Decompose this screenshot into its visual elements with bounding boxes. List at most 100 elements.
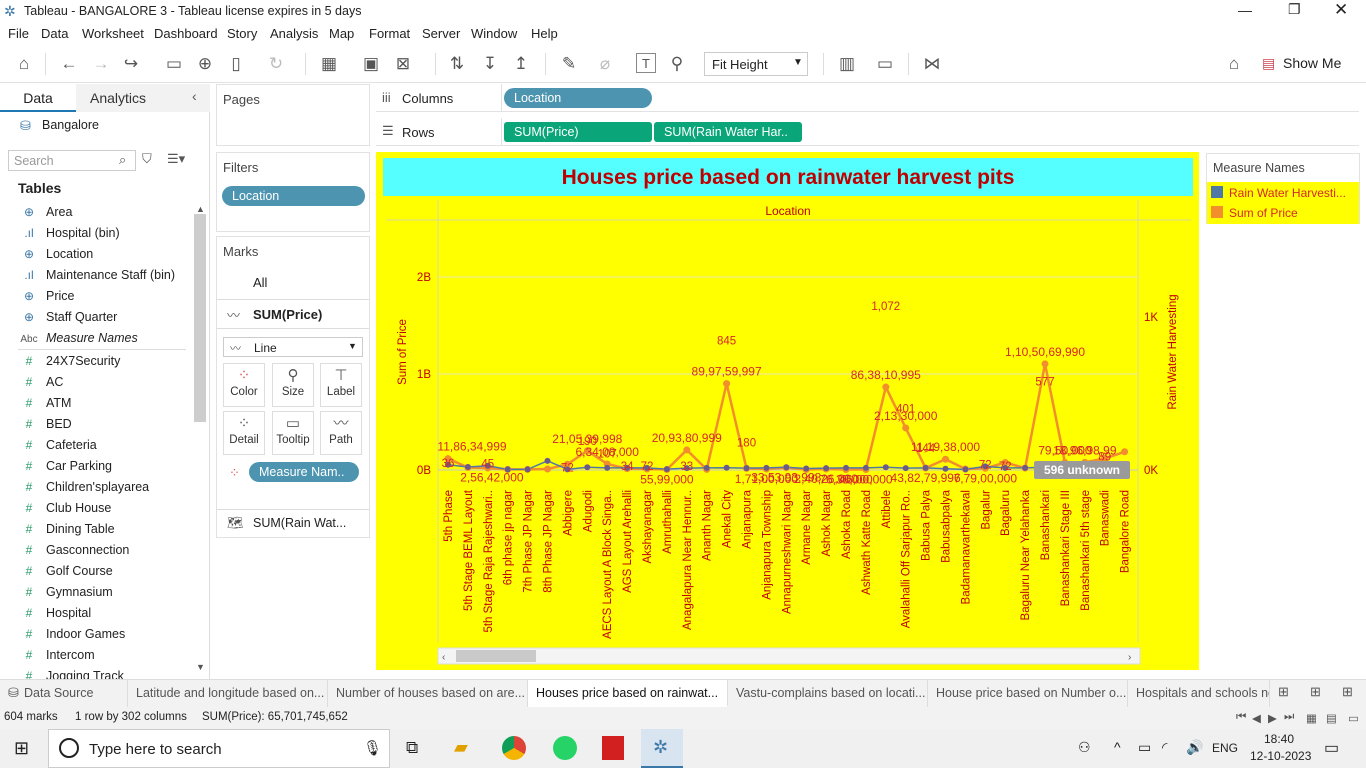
field-item[interactable]: .ıl Maintenance Staff (bin) xyxy=(18,265,188,285)
field-item[interactable]: # Dining Table xyxy=(18,519,188,539)
menu-file[interactable]: File xyxy=(8,26,29,41)
field-item[interactable]: # Gasconnection xyxy=(18,540,188,560)
clear-sheet-icon[interactable]: ⊠ xyxy=(395,54,411,73)
minimize-icon[interactable]: — xyxy=(1238,2,1252,18)
line-chart[interactable]: Location 0B 1B 2B 0K 1K Sum of Price Rain Water… xyxy=(376,152,1199,670)
tab-data[interactable]: Data xyxy=(0,84,76,112)
field-item[interactable]: # Club House xyxy=(18,498,188,518)
notifications-icon[interactable]: ▭ xyxy=(1324,740,1340,757)
field-item[interactable]: ⊕ Area xyxy=(18,202,188,222)
microphone-icon[interactable]: 🎙 xyxy=(363,740,383,757)
menu-window[interactable]: Window xyxy=(471,26,518,41)
show-labels-icon[interactable]: T xyxy=(636,53,656,73)
language-indicator[interactable]: ENG xyxy=(1212,741,1239,755)
tab-analytics[interactable]: Analytics xyxy=(76,84,210,112)
format-painter-icon[interactable]: ⌂ xyxy=(1228,54,1240,73)
save-icon[interactable]: ▭ xyxy=(165,54,183,73)
color-button[interactable]: ⁘ Color xyxy=(223,363,265,407)
restore-icon[interactable]: ❐ xyxy=(1288,1,1301,17)
field-item[interactable]: ⊕ Price xyxy=(18,286,188,306)
new-worksheet-icon[interactable]: ▦ xyxy=(320,54,338,73)
file-explorer-icon[interactable]: ▰ xyxy=(454,737,468,757)
highlight-icon[interactable]: ✎ xyxy=(561,54,577,73)
size-button[interactable]: ⚲ Size xyxy=(272,363,314,407)
tab-vastu-complains[interactable]: Vastu-complains based on locati... xyxy=(728,680,928,707)
home-icon[interactable]: ⌂ xyxy=(18,54,30,73)
marks-sum-rain-tab[interactable]: SUM(Rain Wat... xyxy=(253,516,347,530)
presentation-icon[interactable]: ▭ xyxy=(876,54,894,73)
whatsapp-icon[interactable] xyxy=(553,736,577,760)
field-item[interactable]: ⊕ Location xyxy=(18,244,188,264)
sort-asc-icon[interactable]: ↧ xyxy=(482,54,498,73)
rows-shelf[interactable]: ☰ Rows SUM(Price) SUM(Rain Water Har.. xyxy=(376,118,1359,146)
windows-start-icon[interactable]: ⊞ xyxy=(14,738,30,758)
pause-update-icon[interactable]: ▯ xyxy=(231,54,241,73)
pdf-reader-icon[interactable] xyxy=(602,736,624,760)
replay-icon[interactable]: ↪ xyxy=(123,54,139,73)
filter-icon[interactable]: ⛉ xyxy=(142,151,152,166)
new-dashboard-icon[interactable]: ⊞ xyxy=(1310,684,1321,699)
tab-hospitals-schools[interactable]: Hospitals and schools ne xyxy=(1128,680,1270,707)
field-item[interactable]: # Golf Course xyxy=(18,561,188,581)
legend-label-rain[interactable]: Rain Water Harvesti... xyxy=(1229,186,1346,200)
measure-names-pill[interactable]: Measure Nam.. xyxy=(249,462,359,482)
menu-story[interactable]: Story xyxy=(227,26,258,41)
marks-all[interactable]: All xyxy=(253,275,268,290)
field-item[interactable]: # Children'splayarea xyxy=(18,477,188,497)
field-item[interactable]: # AC xyxy=(18,372,188,392)
filters-shelf[interactable]: Filters Location xyxy=(216,152,370,232)
columns-shelf[interactable]: iii Columns Location xyxy=(376,84,1359,112)
legend-label-price[interactable]: Sum of Price xyxy=(1229,206,1298,220)
chrome-icon[interactable] xyxy=(502,736,526,760)
tray-chevron-icon[interactable]: ^ xyxy=(1114,739,1121,755)
new-story-icon[interactable]: ⊞ xyxy=(1342,684,1353,699)
search-input[interactable]: Search ⌕ xyxy=(8,150,136,171)
menu-help[interactable]: Help xyxy=(531,26,558,41)
detail-button[interactable]: ⁘ Detail xyxy=(223,411,265,455)
field-item[interactable]: ⊕ Staff Quarter xyxy=(18,307,188,327)
mark-type-dropdown[interactable]: 〰 Line ▼ xyxy=(223,337,363,357)
show-me-button[interactable]: Show Me xyxy=(1283,55,1342,71)
tab-houses-price-rainwater[interactable]: Houses price based on rainwat... xyxy=(528,680,728,707)
pages-shelf[interactable]: Pages xyxy=(216,84,370,146)
swap-icon[interactable]: ⇅ xyxy=(449,54,465,73)
tab-data-source[interactable]: Data Source xyxy=(16,680,128,707)
field-item[interactable]: .ıl Hospital (bin) xyxy=(18,223,188,243)
datasource-name[interactable]: Bangalore xyxy=(42,118,99,132)
new-datasource-icon[interactable]: ⊕ xyxy=(197,54,213,73)
menu-data[interactable]: Data xyxy=(41,26,69,41)
volume-icon[interactable]: 🔊 xyxy=(1186,739,1204,755)
menu-format[interactable]: Format xyxy=(369,26,411,41)
field-item[interactable]: # Hospital xyxy=(18,603,188,623)
task-view-icon[interactable]: ⧉ xyxy=(406,738,419,757)
nav-last-icon[interactable]: ⏭ xyxy=(1284,711,1295,723)
undo-icon[interactable]: ← xyxy=(60,54,78,73)
legend-swatch-rain[interactable] xyxy=(1211,186,1223,198)
film-view-icon[interactable]: ▤ xyxy=(1326,713,1337,725)
cards-icon[interactable]: ▥ xyxy=(838,54,856,73)
rows-pill-sum-price[interactable]: SUM(Price) xyxy=(504,122,652,142)
clock-date[interactable]: 12-10-2023 xyxy=(1250,749,1312,763)
nav-prev-icon[interactable]: ◀ xyxy=(1252,713,1261,725)
menu-analysis[interactable]: Analysis xyxy=(270,26,319,41)
field-item[interactable]: # Car Parking xyxy=(18,456,188,476)
field-item[interactable]: #24X7Security xyxy=(18,351,188,371)
tab-latitude-longitude[interactable]: Latitude and longitude based on... xyxy=(128,680,328,707)
menu-worksheet[interactable]: Worksheet xyxy=(82,26,144,41)
scrollbar-thumb[interactable] xyxy=(194,214,206,422)
nav-first-icon[interactable]: ⏮ xyxy=(1236,711,1247,723)
grid-view-icon[interactable]: ▦ xyxy=(1306,713,1317,725)
field-item[interactable]: # Cafeteria xyxy=(18,435,188,455)
close-icon[interactable]: ✕ xyxy=(1334,0,1349,19)
share-icon[interactable]: ⋈ xyxy=(923,54,941,73)
filter-pill-location[interactable]: Location xyxy=(222,186,365,206)
refresh-icon[interactable]: ↻ xyxy=(268,54,284,73)
tab-house-price-number[interactable]: House price based on Number o... xyxy=(928,680,1128,707)
wifi-icon[interactable]: ◜ xyxy=(1162,739,1168,755)
fit-dropdown[interactable]: Fit Height ▼ xyxy=(704,52,808,76)
menu-server[interactable]: Server xyxy=(422,26,461,41)
list-view-icon[interactable]: ☰▾ xyxy=(167,151,186,166)
pin-icon[interactable]: ⚲ xyxy=(670,54,684,73)
field-item[interactable]: # BED xyxy=(18,414,188,434)
people-icon[interactable]: ⚇ xyxy=(1078,739,1091,755)
